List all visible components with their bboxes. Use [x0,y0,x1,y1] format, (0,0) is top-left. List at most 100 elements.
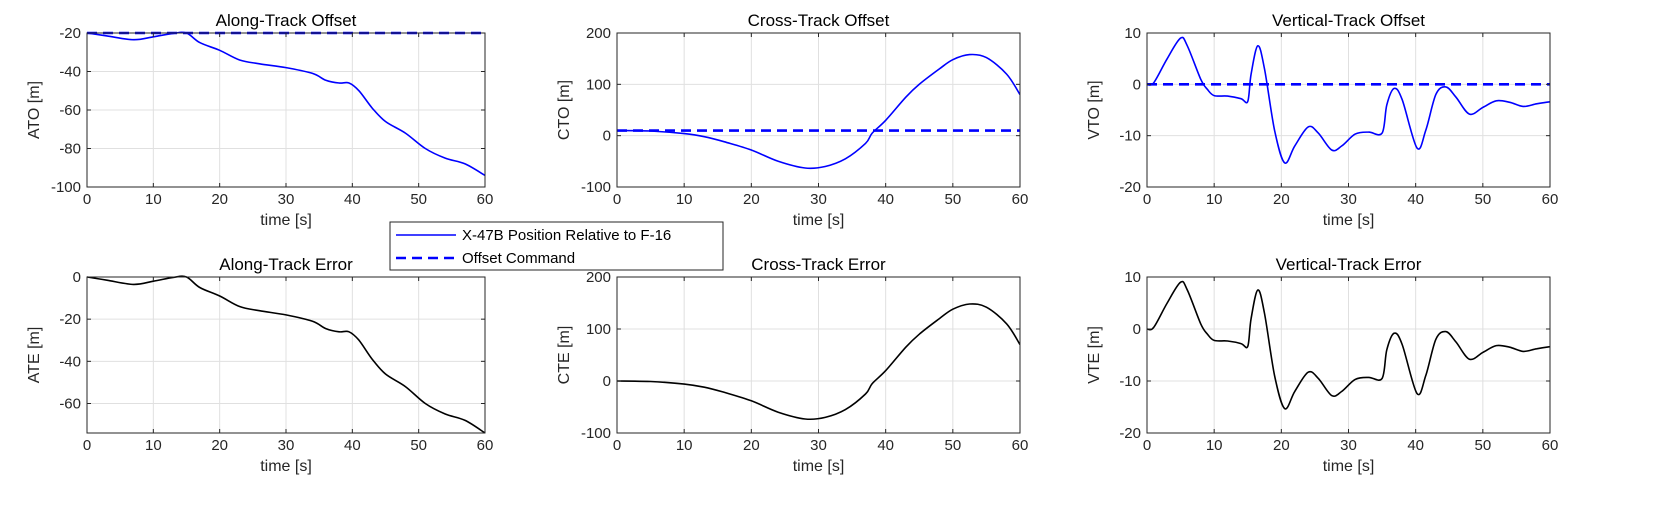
subplot-title: Vertical-Track Offset [1272,11,1425,30]
x-axis-label: time [s] [260,212,312,229]
legend-entry-label: X-47B Position Relative to F-16 [462,227,671,244]
x-tick-label: 10 [1206,191,1223,208]
x-tick-label: 0 [83,191,91,208]
x-tick-label: 20 [743,437,760,454]
position-line [1147,36,1550,164]
y-axis-label: ATE [m] [26,327,43,384]
x-tick-label: 20 [1273,191,1290,208]
y-tick-label: -80 [59,141,81,158]
y-tick-label: 0 [1133,321,1141,338]
x-tick-label: 60 [477,437,494,454]
subplot-title: Vertical-Track Error [1276,255,1422,274]
x-tick-label: 10 [145,437,162,454]
legend: X-47B Position Relative to F-16 Offset Co… [389,221,724,271]
y-tick-label: 10 [1124,269,1141,286]
x-tick-label: 0 [613,191,621,208]
x-tick-label: 0 [1143,191,1151,208]
y-axis-label: VTO [m] [1086,80,1103,139]
x-tick-label: 30 [810,437,827,454]
x-tick-label: 40 [344,437,361,454]
error-line [617,303,1020,421]
x-tick-label: 30 [1340,191,1357,208]
x-tick-label: 40 [1407,191,1424,208]
y-tick-label: -10 [1119,373,1141,390]
x-tick-label: 50 [944,191,961,208]
position-line [617,53,1020,170]
y-tick-label: 100 [586,76,611,93]
y-tick-label: 100 [586,321,611,338]
x-tick-label: 10 [676,191,693,208]
y-tick-label: 10 [1124,25,1141,42]
y-tick-label: -20 [1119,425,1141,442]
subplot-1: 0 10 20 30 40 50 60 -100 -80 -60 -40 -20 Along-Track… [26,11,493,229]
x-tick-label: 40 [344,191,361,208]
y-tick-label: 0 [603,128,611,145]
subplot-6: 0 10 20 30 40 50 60 -20 -10 0 10 Vertical-Track Err… [1086,255,1558,475]
x-tick-label: 30 [278,191,295,208]
subplot-4: 0 10 20 30 40 50 60 -60 -40 -20 0 Along-Track Error… [26,255,493,475]
x-tick-label: 0 [1143,437,1151,454]
legend-box [389,221,724,271]
x-tick-label: 30 [810,191,827,208]
subplot-title: Cross-Track Error [751,255,886,274]
y-axis-label: ATO [m] [26,81,43,139]
x-tick-label: 10 [145,191,162,208]
x-tick-label: 20 [211,191,228,208]
x-tick-label: 50 [1474,191,1491,208]
subplot-title: Along-Track Offset [216,11,357,30]
x-tick-label: 10 [676,437,693,454]
y-tick-label: 0 [603,373,611,390]
y-tick-label: 0 [73,269,81,286]
y-tick-label: -100 [51,179,81,196]
x-tick-label: 40 [877,437,894,454]
x-axis-label: time [s] [1323,212,1375,229]
y-axis-label: CTO [m] [556,80,573,140]
y-tick-label: 0 [1133,76,1141,93]
x-tick-label: 20 [743,191,760,208]
x-tick-label: 0 [83,437,91,454]
x-tick-label: 20 [1273,437,1290,454]
x-tick-label: 50 [944,437,961,454]
x-tick-label: 50 [410,191,427,208]
x-axis-label: time [s] [793,458,845,475]
y-tick-label: -20 [1119,179,1141,196]
subplot-title: Along-Track Error [219,255,353,274]
legend-entry-label: Offset Command [462,250,575,267]
y-tick-label: -20 [59,25,81,42]
y-tick-label: -100 [581,179,611,196]
y-tick-label: 200 [586,25,611,42]
x-tick-label: 50 [1474,437,1491,454]
x-tick-label: 60 [1542,191,1559,208]
x-axis-label: time [s] [793,212,845,229]
y-tick-label: -60 [59,395,81,412]
subplot-title: Cross-Track Offset [748,11,890,30]
x-tick-label: 10 [1206,437,1223,454]
x-tick-label: 40 [1407,437,1424,454]
y-axis-label: CTE [m] [556,326,573,385]
x-tick-label: 30 [278,437,295,454]
x-tick-label: 30 [1340,437,1357,454]
x-tick-label: 0 [613,437,621,454]
y-tick-label: -10 [1119,128,1141,145]
y-tick-label: -20 [59,311,81,328]
y-tick-label: -100 [581,425,611,442]
x-tick-label: 20 [211,437,228,454]
y-tick-label: -60 [59,102,81,119]
x-tick-label: 50 [410,437,427,454]
y-tick-label: 200 [586,269,611,286]
subplot-3: 0 10 20 30 40 50 60 -20 -10 0 10 Vertical-Track Off… [1086,11,1558,229]
x-axis-label: time [s] [1323,458,1375,475]
y-axis-label: VTE [m] [1086,326,1103,384]
x-tick-label: 60 [1542,437,1559,454]
x-axis-label: time [s] [260,458,312,475]
x-tick-label: 40 [877,191,894,208]
y-tick-label: -40 [59,64,81,81]
x-tick-label: 60 [1012,191,1029,208]
x-tick-label: 60 [477,191,494,208]
error-line [87,275,485,434]
error-line [1147,280,1550,410]
x-tick-label: 60 [1012,437,1029,454]
